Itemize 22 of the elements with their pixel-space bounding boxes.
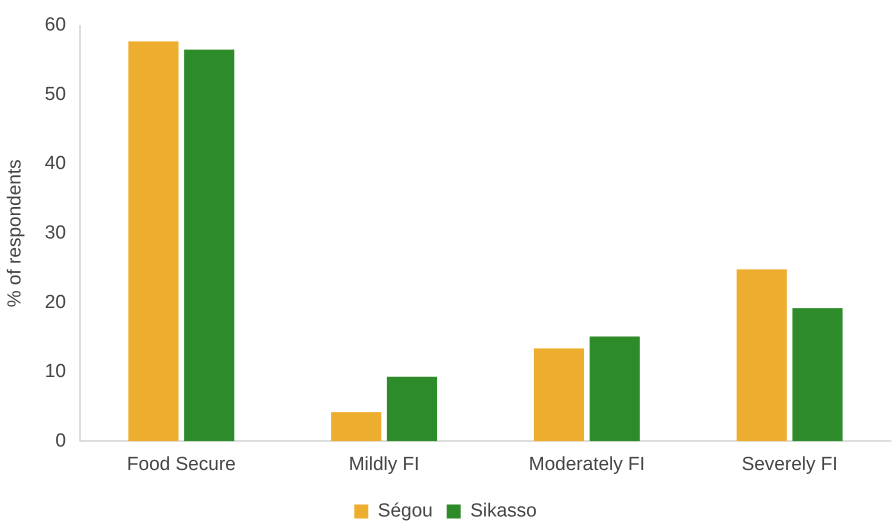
y-tick-label: 30	[44, 222, 66, 244]
x-tick-label: Mildly FI	[348, 454, 420, 475]
y-tick-label: 0	[55, 430, 66, 452]
bar	[386, 376, 438, 442]
x-tick-label: Food Secure	[126, 454, 236, 475]
bar	[184, 50, 234, 442]
y-tick-label: 20	[44, 292, 66, 313]
bar	[128, 41, 179, 442]
legend-label: Ségou	[378, 500, 433, 522]
y-tick-label: 50	[44, 84, 66, 105]
bar	[331, 412, 382, 442]
x-tick-label: Moderately FI	[528, 454, 645, 475]
x-tick-label: Severely FI	[742, 454, 838, 475]
y-tick-label: 10	[44, 361, 66, 382]
legend-label: Sikasso	[470, 500, 537, 522]
y-tick-label: 60	[44, 14, 66, 36]
y-axis-title: % of respondents	[4, 159, 26, 308]
bar	[792, 308, 843, 442]
bar	[736, 269, 787, 442]
y-tick-label: 40	[44, 153, 66, 174]
bar	[534, 348, 584, 442]
bar	[590, 336, 640, 442]
